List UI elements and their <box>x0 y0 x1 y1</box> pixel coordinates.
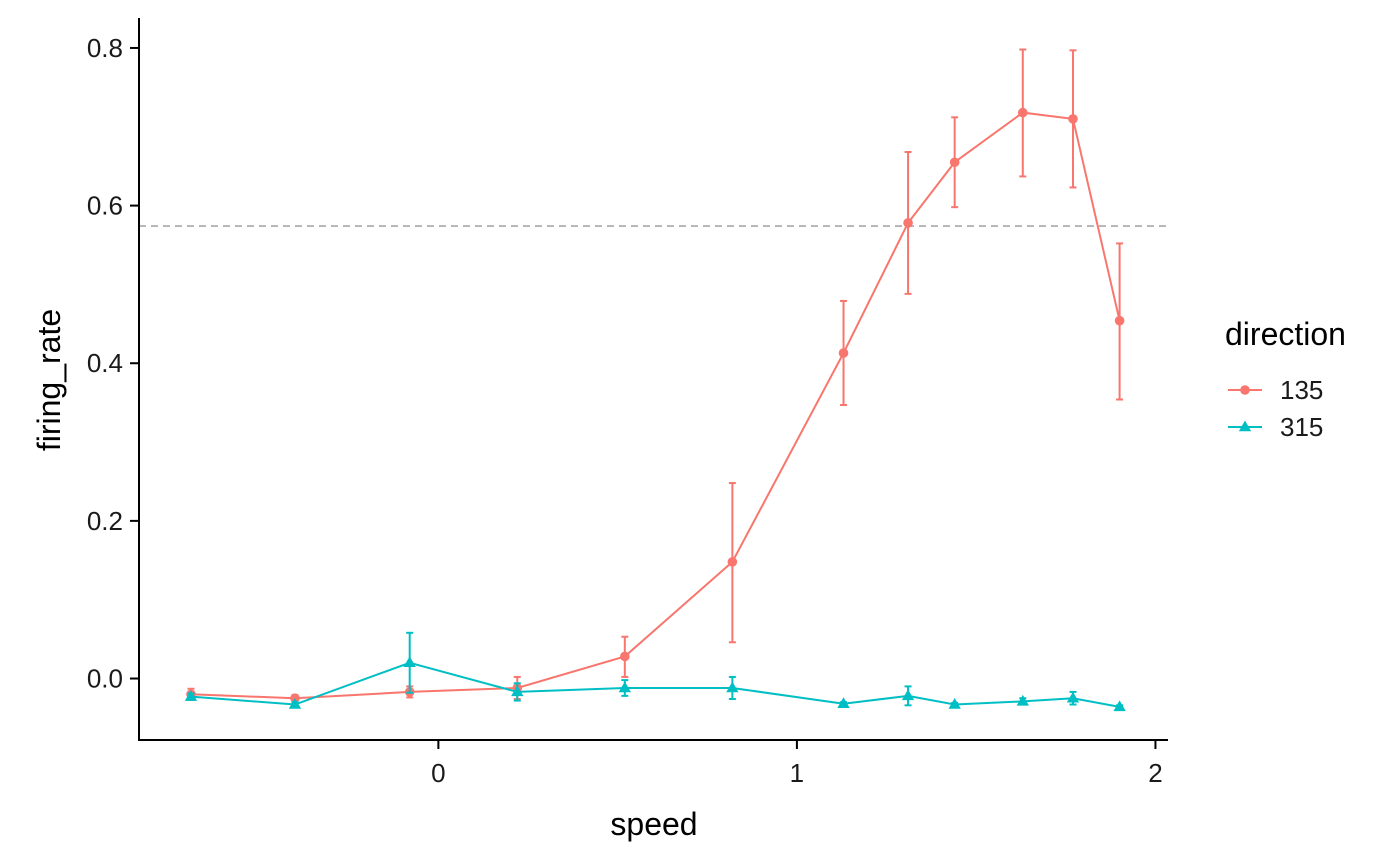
series-line <box>190 111 1121 700</box>
data-point <box>288 698 302 709</box>
y-axis-title: firing_rate <box>31 309 67 451</box>
series-315 <box>184 631 1126 712</box>
series-layer <box>184 48 1126 712</box>
data-point <box>1066 691 1080 703</box>
y-tick-label: 0.6 <box>87 191 123 221</box>
data-point <box>949 157 960 168</box>
legend-label: 135 <box>1280 375 1323 405</box>
legend-key-marker <box>1238 420 1252 432</box>
data-point <box>618 681 631 693</box>
x-tick-label: 1 <box>790 758 804 788</box>
legend-item-315: 315 <box>1228 412 1323 442</box>
data-point <box>838 348 849 358</box>
data-point <box>1016 694 1029 706</box>
data-point <box>511 685 524 697</box>
x-axis-title: speed <box>610 806 697 842</box>
ticks-layer: 0 1 2 0.0 0.2 0.4 0.6 0.8 <box>87 33 1163 788</box>
data-point <box>1113 700 1126 712</box>
series-135 <box>186 48 1125 704</box>
legend-item-135: 135 <box>1228 375 1323 405</box>
legend-label: 315 <box>1280 412 1323 442</box>
y-tick-label: 0.2 <box>87 506 123 536</box>
data-point <box>184 690 198 701</box>
data-point <box>1017 107 1028 118</box>
y-tick-label: 0.0 <box>87 664 123 694</box>
y-tick-label: 0.8 <box>87 33 123 63</box>
x-tick-label: 0 <box>431 758 445 788</box>
data-point <box>901 689 915 701</box>
y-tick-label: 0.4 <box>87 348 123 378</box>
data-point <box>903 218 913 228</box>
legend-title: direction <box>1225 316 1346 352</box>
axes-layer <box>138 18 1168 741</box>
x-tick-label: 2 <box>1148 758 1162 788</box>
data-point <box>403 656 416 667</box>
data-point <box>727 557 738 567</box>
data-point <box>620 651 630 662</box>
data-point <box>726 681 739 693</box>
data-point <box>948 698 961 709</box>
data-point <box>1068 114 1078 124</box>
series-line <box>190 661 1120 708</box>
legend-key-marker <box>1240 385 1250 395</box>
data-point <box>1114 315 1125 326</box>
data-point <box>837 697 850 708</box>
